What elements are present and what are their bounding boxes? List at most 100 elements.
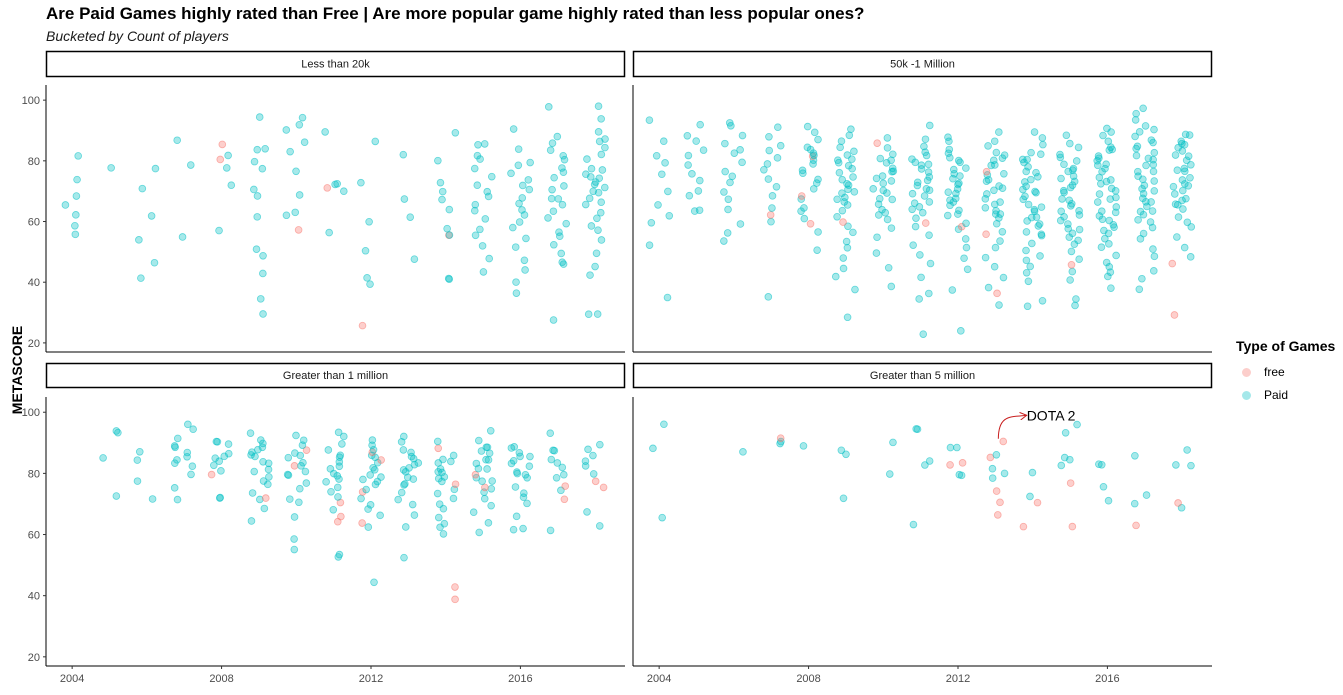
point-paid-1-427 [1169, 182, 1178, 191]
point-paid-2-197 [513, 468, 521, 476]
point-paid-2-8 [173, 495, 182, 504]
point-paid-1-347 [1112, 193, 1120, 202]
point-paid-0-93 [521, 266, 529, 274]
point-paid-2-166 [469, 508, 478, 517]
point-paid-1-315 [1069, 172, 1078, 181]
point-paid-2-192 [520, 489, 528, 497]
point-paid-0-25 [259, 269, 267, 278]
chart-subtitle: Bucketed by Count of players [46, 28, 229, 44]
chart-title: Are Paid Games highly rated than Free | … [46, 4, 865, 23]
point-paid-0-94 [520, 256, 529, 265]
point-paid-0-127 [559, 168, 568, 177]
point-paid-1-137 [883, 144, 892, 152]
point-paid-2-118 [368, 436, 377, 444]
point-paid-1-35 [721, 139, 729, 148]
point-free-3-53 [1174, 499, 1182, 507]
point-paid-1-161 [913, 178, 922, 187]
point-paid-2-116 [369, 445, 378, 454]
point-free-2-221 [591, 477, 600, 486]
legend-title: Type of Games [1236, 338, 1336, 354]
y-tick-label-0-60: 60 [28, 217, 40, 229]
point-paid-1-148 [911, 222, 920, 231]
point-paid-1-307 [1065, 196, 1074, 205]
point-paid-1-428 [1184, 181, 1193, 190]
point-paid-0-79 [481, 215, 490, 223]
point-paid-1-339 [1105, 216, 1114, 225]
point-paid-2-201 [526, 452, 534, 461]
point-paid-1-14 [694, 187, 703, 195]
y-tick-label-0-40: 40 [28, 277, 40, 289]
point-paid-0-45 [298, 113, 307, 122]
point-paid-1-416 [1173, 233, 1181, 241]
point-paid-3-1 [649, 444, 657, 453]
point-paid-1-312 [1068, 181, 1077, 189]
point-paid-0-107 [514, 161, 523, 170]
point-paid-1-217 [998, 227, 1007, 236]
point-paid-0-160 [601, 143, 609, 152]
point-paid-1-271 [1022, 182, 1030, 191]
point-paid-0-80 [470, 206, 479, 215]
point-paid-1-45 [764, 175, 773, 183]
point-paid-2-185 [474, 436, 483, 445]
point-paid-2-161 [449, 451, 458, 460]
point-paid-1-387 [1150, 187, 1159, 195]
point-paid-3-45 [1099, 482, 1108, 491]
point-paid-2-100 [366, 501, 375, 509]
point-paid-1-79 [839, 264, 848, 273]
point-paid-1-191 [952, 189, 960, 198]
point-paid-1-38 [725, 119, 734, 127]
point-free-0-22 [218, 140, 227, 149]
point-paid-2-120 [401, 523, 410, 531]
point-paid-2-61 [283, 470, 292, 479]
point-paid-1-405 [1131, 132, 1139, 141]
point-paid-2-72 [292, 431, 300, 440]
point-paid-0-75 [485, 254, 494, 263]
point-paid-1-207 [944, 133, 952, 142]
point-free-0-36 [294, 226, 303, 234]
point-free-3-24 [993, 511, 1002, 519]
point-paid-0-84 [473, 181, 482, 190]
point-paid-1-64 [799, 169, 807, 178]
point-paid-3-0 [658, 513, 666, 522]
point-paid-1-2 [647, 218, 656, 227]
point-paid-1-46 [760, 165, 768, 174]
point-paid-2-163 [433, 437, 442, 446]
point-paid-1-251 [1036, 252, 1044, 260]
point-paid-1-299 [1064, 220, 1072, 228]
point-paid-3-50 [1142, 491, 1151, 499]
point-free-0-48 [323, 184, 332, 192]
y-tick-label-2-80: 80 [28, 468, 40, 480]
point-paid-1-107 [836, 143, 844, 152]
point-paid-0-85 [487, 172, 496, 181]
point-paid-2-74 [335, 550, 344, 559]
point-paid-1-380 [1136, 207, 1145, 216]
point-paid-2-55 [290, 513, 299, 521]
point-paid-2-77 [329, 505, 338, 514]
point-free-2-207 [560, 495, 569, 504]
point-paid-2-93 [339, 432, 348, 441]
point-paid-1-205 [945, 145, 954, 154]
point-paid-1-383 [1147, 198, 1155, 206]
point-paid-0-21 [224, 151, 232, 160]
point-paid-0-89 [480, 140, 489, 148]
point-paid-1-166 [917, 161, 926, 169]
point-paid-3-29 [988, 464, 997, 473]
point-paid-0-24 [256, 295, 265, 303]
point-paid-0-157 [587, 164, 596, 173]
point-paid-2-48 [254, 445, 262, 454]
point-paid-1-214 [991, 243, 1000, 252]
y-tick-label-2-20: 20 [28, 652, 40, 664]
point-paid-0-26 [259, 251, 267, 260]
point-paid-2-217 [546, 429, 555, 438]
point-paid-1-141 [915, 295, 923, 303]
point-paid-1-415 [1180, 243, 1189, 252]
point-paid-1-318 [1069, 164, 1078, 173]
point-paid-2-79 [334, 493, 342, 501]
point-paid-2-133 [414, 459, 423, 467]
point-paid-0-95 [511, 243, 520, 251]
point-paid-1-445 [1181, 130, 1190, 139]
point-paid-1-74 [810, 128, 819, 137]
y-tick-label-2-100: 100 [22, 407, 40, 419]
point-paid-0-38 [291, 208, 300, 217]
point-paid-1-21 [683, 132, 692, 140]
